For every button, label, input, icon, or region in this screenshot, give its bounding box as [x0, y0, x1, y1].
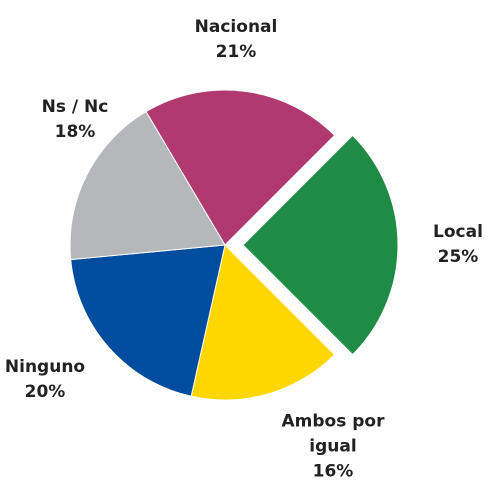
pie-slice — [70, 244, 226, 397]
value-label: 25% — [437, 247, 479, 267]
category-label: Local — [433, 222, 483, 242]
slice-label: Nacional 21% — [181, 15, 291, 65]
pie-slice — [69, 110, 226, 261]
pie-slice — [242, 134, 399, 356]
value-label: 21% — [215, 42, 257, 62]
category-label: Ambos por igual — [281, 411, 385, 457]
pie-slice — [145, 89, 336, 246]
value-label: 16% — [312, 461, 354, 482]
value-label: 18% — [54, 122, 96, 142]
slice-label: Local 25% — [403, 220, 492, 270]
slice-label: Ambos por igual 16% — [278, 410, 388, 485]
value-label: 20% — [24, 382, 66, 402]
slice-label: Ninguno 20% — [0, 355, 100, 405]
category-label: Ninguno — [4, 357, 86, 377]
slice-label: Ns / Nc 18% — [20, 95, 130, 145]
category-label: Ns / Nc — [41, 97, 109, 117]
pie-slice — [190, 244, 336, 401]
category-label: Nacional — [194, 17, 278, 37]
